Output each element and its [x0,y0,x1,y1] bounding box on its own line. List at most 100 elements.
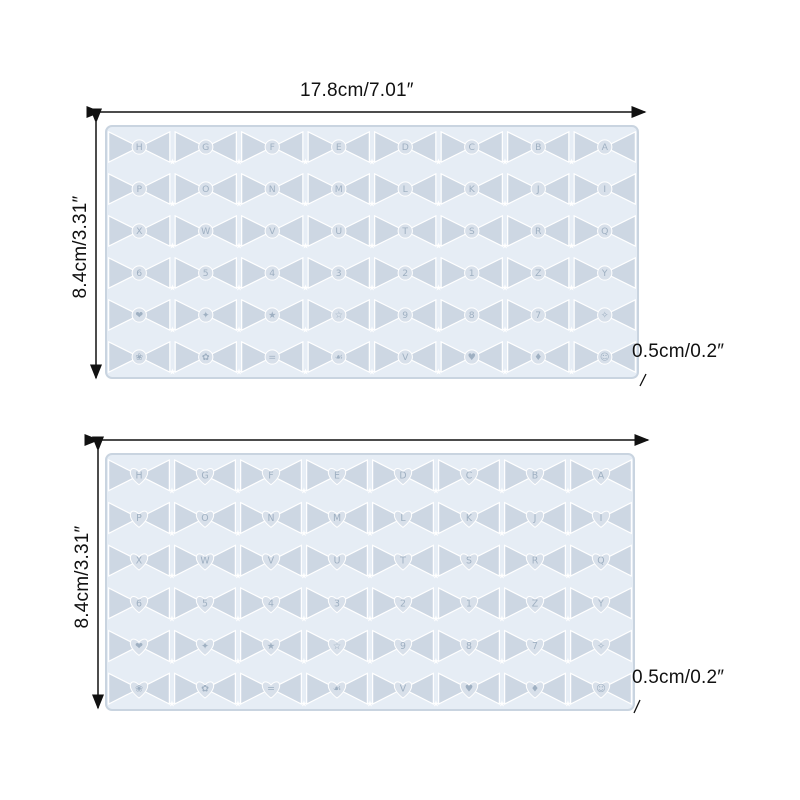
bottom-cavity: F★ [240,458,308,496]
bottom-cavity-char: K [466,513,473,524]
top-cavity-char: H [136,142,143,153]
bottom-height-label: 8.4cm/3.31″ [72,525,93,629]
top-cavity: 8★ [440,298,509,335]
svg-text:★: ★ [568,241,576,251]
bottom-cavity-char: 3 [334,598,340,609]
top-cavity-char: T [401,226,408,237]
bottom-cavity-char: N [267,513,274,524]
top-cavity: W★ [174,214,243,251]
bottom-cavity-char: J [533,513,537,524]
bottom-cavity: H★ [108,458,176,496]
top-cavity: 6★ [108,256,176,293]
svg-text:★: ★ [432,486,440,496]
top-cavity: X★ [108,214,177,251]
svg-text:★: ★ [168,486,176,496]
bottom-cavity-char: 7 [532,641,538,652]
bottom-cavity-char: F [268,470,273,481]
bottom-cavity-char: 9 [400,641,406,652]
svg-text:★: ★ [300,486,308,496]
top-cavity: 7★ [507,298,575,335]
bottom-cavity-char: ✦ [201,641,209,652]
top-cavity-char: Y [601,268,608,279]
top-cavity-char: = [268,352,276,363]
top-cavity: 4★ [241,256,309,293]
bottom-cavity: 4★ [240,586,308,624]
svg-text:★: ★ [366,657,374,667]
svg-text:★: ★ [564,572,572,582]
top-cavity-char: ☆ [335,310,343,321]
bottom-cavity-char: ❤ [135,641,143,652]
top-cavity: N★ [241,172,310,209]
svg-text:★: ★ [300,614,308,624]
top-cavity: F★ [241,130,309,167]
bottom-cavity-char: Z [532,598,538,609]
bottom-cavity: ✧ [570,629,632,663]
bottom-cavity: M★ [306,501,374,539]
top-cavity-char: ★ [268,310,276,321]
top-cavity-char: C [469,142,475,153]
top-cavity: =★ [241,340,310,377]
svg-text:★: ★ [366,572,374,582]
svg-text:★: ★ [302,367,310,377]
top-cavity: ❤★ [108,298,176,335]
bottom-cavity: ✦★ [174,629,242,667]
svg-text:★: ★ [568,283,576,293]
svg-text:★: ★ [435,367,443,377]
bottom-cavity: R★ [504,544,572,582]
top-cavity: 5★ [174,256,243,293]
top-cavity-char: 4 [269,268,275,279]
bottom-cavity-char: R [532,556,539,567]
top-cavity-char: ♦ [534,352,542,363]
svg-text:★: ★ [368,241,376,251]
top-cavity-char: U [335,226,342,237]
bottom-cavity: 9★ [372,629,440,667]
bottom-cavity-char: 6 [136,598,142,609]
top-cavity-char: X [136,226,143,237]
bottom-cavity: D★ [372,458,440,496]
svg-text:★: ★ [368,157,376,167]
svg-text:★: ★ [168,700,176,710]
top-cavity: 9★ [374,298,442,335]
svg-text:★: ★ [169,199,177,209]
bottom-cavity-char: 4 [268,598,274,609]
svg-text:★: ★ [300,572,308,582]
svg-text:★: ★ [435,157,443,167]
svg-text:★: ★ [366,700,374,710]
svg-text:★: ★ [366,614,374,624]
top-tray [105,125,639,379]
svg-text:★: ★ [168,529,176,539]
top-cavity: C★ [440,130,509,167]
svg-text:★: ★ [498,657,506,667]
top-cavity: L★ [374,172,442,209]
svg-text:★: ★ [234,572,242,582]
bottom-tray [105,453,635,711]
top-cavity: ❀★ [108,340,176,377]
top-cavity: ✿★ [174,340,243,377]
top-cavity-char: P [136,184,142,195]
svg-text:★: ★ [234,657,242,667]
top-cavity: D★ [374,130,443,167]
bottom-cavity: N★ [240,501,308,539]
top-cavity: S★ [440,214,509,251]
svg-text:★: ★ [302,199,310,209]
svg-text:★: ★ [432,529,440,539]
svg-text:★: ★ [368,199,376,209]
bottom-cavity: ♥★ [438,672,506,710]
top-cavity-char: Q [601,226,608,237]
top-thickness-label: 0.5cm/0.2″ [632,341,725,362]
bottom-cavity-char: X [136,556,143,567]
bottom-cavity: ✿★ [174,672,242,710]
top-cavity-char: ✿ [202,352,210,363]
top-cavity: E★ [307,130,376,167]
top-cavity-char: 8 [469,310,475,321]
bottom-cavity-char: ★ [267,641,275,652]
bottom-cavity-char: E [334,470,340,481]
bottom-cavity-char: T [399,556,406,567]
top-cavity-char: ✦ [202,310,210,321]
svg-text:★: ★ [169,241,177,251]
top-cavity-char: 3 [336,268,342,279]
svg-text:★: ★ [169,157,177,167]
bottom-cavity-char: 2 [400,598,406,609]
bottom-cavity-char: ✧ [597,641,605,652]
